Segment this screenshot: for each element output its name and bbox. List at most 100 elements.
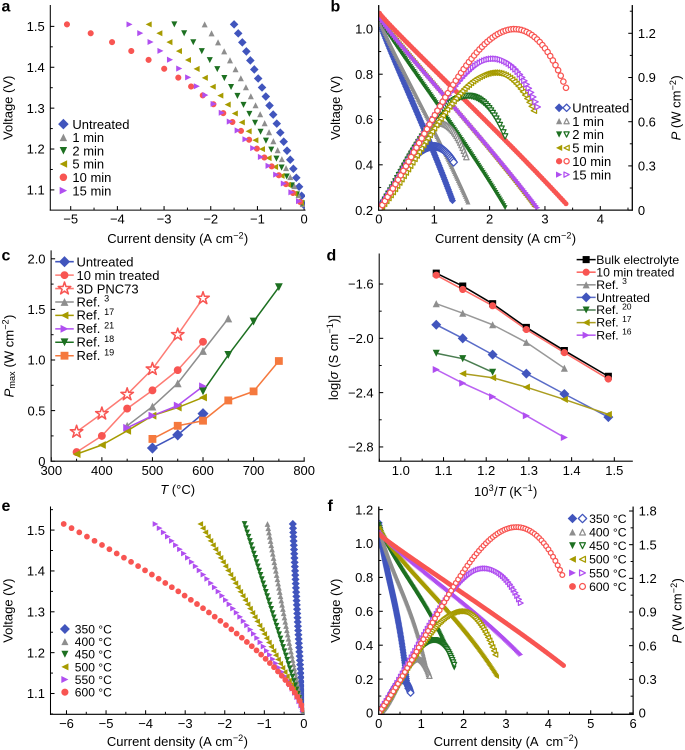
svg-text:0.3: 0.3: [638, 159, 656, 174]
svg-text:C u r r: C u r r e n t d e n s i t y ( A c m ): [434, 721, 585, 750]
svg-text:R e f .: R e f . 1 6: [596, 315, 633, 345]
svg-text:−2: −2: [217, 716, 232, 731]
svg-text:5 min: 5 min: [72, 157, 104, 172]
svg-text:3: 3: [502, 716, 509, 731]
svg-text:0.4: 0.4: [355, 638, 373, 653]
svg-text:1.2: 1.2: [27, 142, 45, 157]
svg-text:1.1: 1.1: [434, 463, 452, 478]
svg-text:550 °C: 550 °C: [75, 673, 112, 687]
svg-text:350 °C: 350 °C: [589, 512, 627, 526]
svg-text:c: c: [2, 247, 11, 264]
svg-text:1.3: 1.3: [27, 101, 45, 116]
svg-text:0.9: 0.9: [638, 70, 656, 85]
svg-text:500 °C: 500 °C: [75, 660, 112, 674]
svg-text:0: 0: [300, 716, 307, 731]
svg-text:0.4: 0.4: [355, 158, 373, 173]
svg-text:0.6: 0.6: [355, 604, 373, 619]
svg-text:350 °C: 350 °C: [75, 622, 112, 636]
svg-text:a: a: [2, 0, 11, 15]
svg-text:600 °C: 600 °C: [589, 580, 627, 594]
svg-text:0.5: 0.5: [27, 403, 45, 418]
svg-text:R e f .: R e f . 1 7: [77, 295, 116, 325]
svg-text:2.0: 2.0: [27, 252, 45, 267]
svg-text:1.2: 1.2: [638, 26, 656, 41]
svg-text:1.1: 1.1: [27, 686, 45, 701]
svg-text:300: 300: [40, 463, 62, 478]
svg-text:4: 4: [597, 212, 604, 227]
svg-text:R e f .: R e f . 3: [596, 269, 628, 294]
svg-text:500: 500: [142, 463, 164, 478]
svg-text:−6: −6: [59, 716, 74, 731]
svg-text:1.2: 1.2: [477, 463, 495, 478]
svg-text:0: 0: [375, 212, 382, 227]
svg-text:15 min: 15 min: [572, 167, 611, 182]
svg-text:Voltage (V): Voltage (V): [328, 579, 343, 643]
svg-text:C u r r: C u r r e n t d e n s i t y ( A c m ) −: [107, 218, 254, 248]
svg-text:2 min: 2 min: [72, 143, 104, 158]
svg-text:1.5: 1.5: [27, 523, 45, 538]
svg-text:0.6: 0.6: [355, 112, 373, 127]
svg-text:450 °C: 450 °C: [75, 648, 112, 662]
svg-text:0.6: 0.6: [639, 638, 657, 653]
svg-text:−3: −3: [157, 212, 172, 227]
svg-text:R e f .: R e f . 2 1: [77, 309, 116, 339]
svg-text:1.4: 1.4: [563, 463, 581, 478]
svg-text:1.0: 1.0: [355, 536, 373, 551]
svg-text:1.4: 1.4: [27, 60, 45, 75]
svg-text:Voltage (V): Voltage (V): [0, 76, 15, 140]
svg-text:1.5: 1.5: [27, 302, 45, 317]
svg-text:T ( °: T ( ° C ): [160, 474, 197, 499]
svg-text:550 °C: 550 °C: [589, 566, 627, 580]
svg-text:1.5: 1.5: [605, 463, 623, 478]
svg-text:1.8: 1.8: [639, 504, 657, 519]
svg-text:1.5: 1.5: [27, 19, 45, 34]
svg-text:−5: −5: [99, 716, 114, 731]
svg-text:2: 2: [486, 212, 493, 227]
svg-text:1.3: 1.3: [27, 605, 45, 620]
svg-text:R e f .: R e f . 1 8: [77, 322, 116, 352]
svg-text:Untreated: Untreated: [596, 291, 650, 305]
svg-text:450 °C: 450 °C: [589, 539, 627, 553]
svg-text:−4: −4: [110, 212, 125, 227]
svg-text:800: 800: [293, 463, 315, 478]
svg-text:−5: −5: [63, 212, 78, 227]
svg-text:P ( W: P ( W c m ) − 2: [657, 572, 685, 643]
svg-text:Voltage (V): Voltage (V): [1, 579, 16, 643]
svg-text:500 °C: 500 °C: [589, 553, 627, 567]
svg-text:−2.8: −2.8: [348, 440, 374, 455]
svg-text:P m a x: P m a x − 2 ( W c m ): [0, 313, 20, 397]
svg-text:d: d: [327, 247, 337, 264]
svg-text:10 min treated: 10 min treated: [77, 268, 160, 283]
svg-text:Untreated: Untreated: [572, 101, 629, 116]
svg-text:0: 0: [638, 203, 645, 218]
svg-text:R e f .: R e f . 1 7: [596, 302, 633, 332]
svg-text:15 min: 15 min: [72, 183, 111, 198]
svg-text:−1: −1: [250, 212, 265, 227]
svg-text:6: 6: [629, 716, 636, 731]
svg-text:C u r r: C u r r e n t d e n s i t y ( A c m ) −: [107, 721, 254, 750]
svg-text:R e f .: R e f . 2 0: [596, 289, 633, 319]
svg-text:Untreated: Untreated: [72, 117, 129, 132]
svg-text:1.2: 1.2: [639, 571, 657, 586]
svg-text:600 °C: 600 °C: [75, 686, 112, 700]
svg-text:2 min: 2 min: [572, 127, 604, 142]
svg-text:700: 700: [243, 463, 265, 478]
svg-text:C u r r: C u r r e n t d e n s i t y ( A c m ) −: [435, 218, 582, 248]
svg-text:1 min: 1 min: [72, 130, 104, 145]
svg-text:0.9: 0.9: [639, 605, 657, 620]
svg-text:1 0 /: 1 0 / ( K ) 3 − 1 T: [474, 471, 544, 501]
svg-text:1.0: 1.0: [27, 353, 45, 368]
svg-text:4: 4: [545, 716, 552, 731]
svg-text:Bulk electrolyte: Bulk electrolyte: [596, 253, 679, 267]
svg-text:R e f .: R e f . 3: [77, 286, 111, 311]
svg-text:Untreated: Untreated: [77, 254, 134, 269]
svg-text:400: 400: [91, 463, 113, 478]
svg-text:0: 0: [639, 706, 646, 721]
svg-text:10 min treated: 10 min treated: [596, 266, 674, 280]
svg-text:1.0: 1.0: [392, 463, 410, 478]
svg-text:3: 3: [541, 212, 548, 227]
svg-text:1.5: 1.5: [639, 537, 657, 552]
svg-text:−1.6: −1.6: [348, 277, 374, 292]
svg-text:−2: −2: [203, 212, 218, 227]
svg-text:5 min: 5 min: [572, 141, 604, 156]
